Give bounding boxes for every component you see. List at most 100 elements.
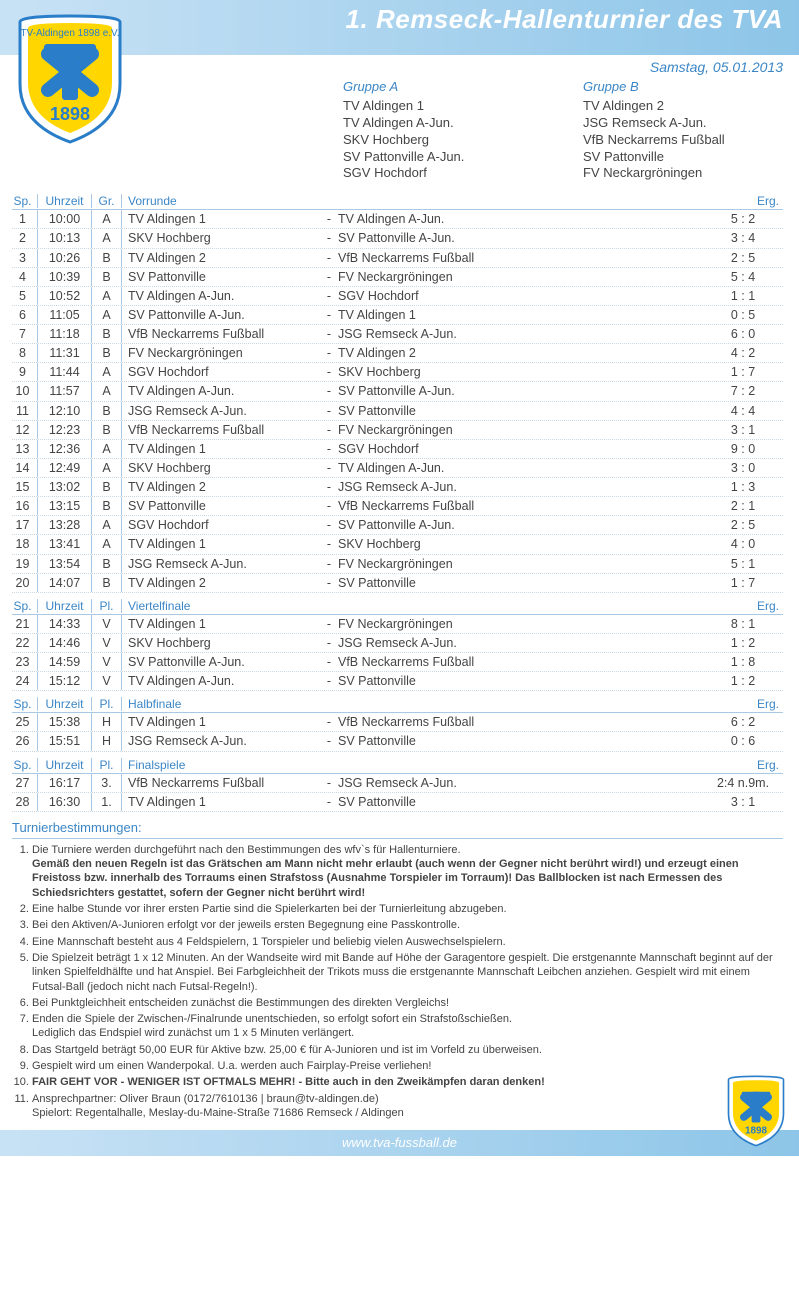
cell-away: SKV Hochberg [336,535,536,553]
cell-time: 15:12 [38,672,92,690]
cell-sp: 24 [12,672,38,690]
cell-gr: B [92,325,122,343]
cell-home: TV Aldingen 1 [122,713,322,731]
rule-item: Das Startgeld beträgt 50,00 EUR für Akti… [32,1043,783,1057]
cell-erg: 3 : 4 [703,229,783,247]
cell-away: TV Aldingen A-Jun. [336,459,536,477]
schedule-block: Sp.UhrzeitPl.FinalspieleErg.2716:173.VfB… [0,754,799,814]
cell-erg: 4 : 0 [703,535,783,553]
group-team: SV Pattonville [583,149,783,166]
cell-sp: 16 [12,497,38,515]
cell-home: FV Neckargröningen [122,344,322,362]
cell-time: 10:13 [38,229,92,247]
cell-gr: B [92,497,122,515]
cell-gr: H [92,732,122,750]
cell-gr: A [92,287,122,305]
th-sp: Sp. [12,697,38,711]
cell-dash: - [322,382,336,400]
table-row: 1813:41ATV Aldingen 1-SKV Hochberg4 : 0 [12,535,783,554]
table-row: 1412:49ASKV Hochberg-TV Aldingen A-Jun.3… [12,459,783,478]
cell-home: JSG Remseck A-Jun. [122,732,322,750]
cell-away: SV Pattonville [336,732,536,750]
cell-erg: 1 : 3 [703,478,783,496]
th-sp: Sp. [12,758,38,772]
cell-erg: 2 : 5 [703,249,783,267]
th-time: Uhrzeit [38,758,92,772]
cell-time: 12:23 [38,421,92,439]
cell-away: VfB Neckarrems Fußball [336,497,536,515]
cell-sp: 1 [12,210,38,228]
cell-gr: B [92,555,122,573]
cell-away: SV Pattonville A-Jun. [336,382,536,400]
th-erg: Erg. [703,599,783,613]
group-team: TV Aldingen A-Jun. [343,115,543,132]
cell-away: SV Pattonville A-Jun. [336,516,536,534]
th-sp: Sp. [12,194,38,208]
table-row: 1513:02BTV Aldingen 2-JSG Remseck A-Jun.… [12,478,783,497]
cell-time: 13:28 [38,516,92,534]
th-erg: Erg. [703,758,783,772]
cell-gr: V [92,634,122,652]
cell-dash: - [322,249,336,267]
table-row: 310:26BTV Aldingen 2-VfB Neckarrems Fußb… [12,249,783,268]
group-title: Gruppe B [583,79,783,96]
cell-gr: B [92,478,122,496]
cell-gr: B [92,574,122,592]
cell-home: SV Pattonville [122,268,322,286]
cell-home: SKV Hochberg [122,459,322,477]
group-team: SV Pattonville A-Jun. [343,149,543,166]
schedule-block: Sp.UhrzeitPl.ViertelfinaleErg.2114:33VTV… [0,595,799,694]
group-team: SKV Hochberg [343,132,543,149]
cell-home: SV Pattonville A-Jun. [122,653,322,671]
table-row: 811:31BFV Neckargröningen-TV Aldingen 24… [12,344,783,363]
cell-gr: H [92,713,122,731]
cell-time: 15:38 [38,713,92,731]
cell-erg: 2 : 1 [703,497,783,515]
cell-sp: 22 [12,634,38,652]
cell-gr: A [92,382,122,400]
table-head: Sp.UhrzeitPl.HalbfinaleErg. [12,697,783,713]
cell-time: 11:31 [38,344,92,362]
cell-dash: - [322,653,336,671]
cell-away: JSG Remseck A-Jun. [336,478,536,496]
table-row: 2214:46VSKV Hochberg-JSG Remseck A-Jun.1… [12,634,783,653]
cell-erg: 1 : 7 [703,574,783,592]
th-time: Uhrzeit [38,194,92,208]
cell-time: 12:36 [38,440,92,458]
table-row: 1011:57ATV Aldingen A-Jun.-SV Pattonvill… [12,382,783,401]
cell-sp: 2 [12,229,38,247]
cell-home: SKV Hochberg [122,229,322,247]
cell-time: 13:54 [38,555,92,573]
cell-gr: A [92,306,122,324]
table-row: 1613:15BSV Pattonville-VfB Neckarrems Fu… [12,497,783,516]
cell-erg: 1 : 1 [703,287,783,305]
cell-dash: - [322,459,336,477]
group-team: TV Aldingen 1 [343,98,543,115]
cell-dash: - [322,574,336,592]
cell-gr: A [92,210,122,228]
cell-home: SV Pattonville A-Jun. [122,306,322,324]
th-erg: Erg. [703,697,783,711]
cell-sp: 28 [12,793,38,811]
cell-sp: 18 [12,535,38,553]
cell-erg: 4 : 2 [703,344,783,362]
group-a: Gruppe ATV Aldingen 1TV Aldingen A-Jun.S… [343,79,543,182]
cell-away: JSG Remseck A-Jun. [336,774,536,792]
cell-sp: 25 [12,713,38,731]
table-row: 110:00ATV Aldingen 1-TV Aldingen A-Jun.5… [12,210,783,229]
cell-time: 13:15 [38,497,92,515]
cell-sp: 17 [12,516,38,534]
schedule-block: Sp.UhrzeitGr.VorrundeErg.110:00ATV Aldin… [0,190,799,595]
cell-sp: 21 [12,615,38,633]
cell-home: TV Aldingen 2 [122,249,322,267]
th-gr: Pl. [92,599,122,613]
cell-dash: - [322,478,336,496]
cell-dash: - [322,634,336,652]
cell-away: TV Aldingen A-Jun. [336,210,536,228]
cell-erg: 3 : 1 [703,793,783,811]
cell-time: 11:57 [38,382,92,400]
cell-home: TV Aldingen A-Jun. [122,287,322,305]
rule-item: Die Turniere werden durchgeführt nach de… [32,843,783,900]
cell-home: SGV Hochdorf [122,363,322,381]
cell-erg: 1 : 7 [703,363,783,381]
